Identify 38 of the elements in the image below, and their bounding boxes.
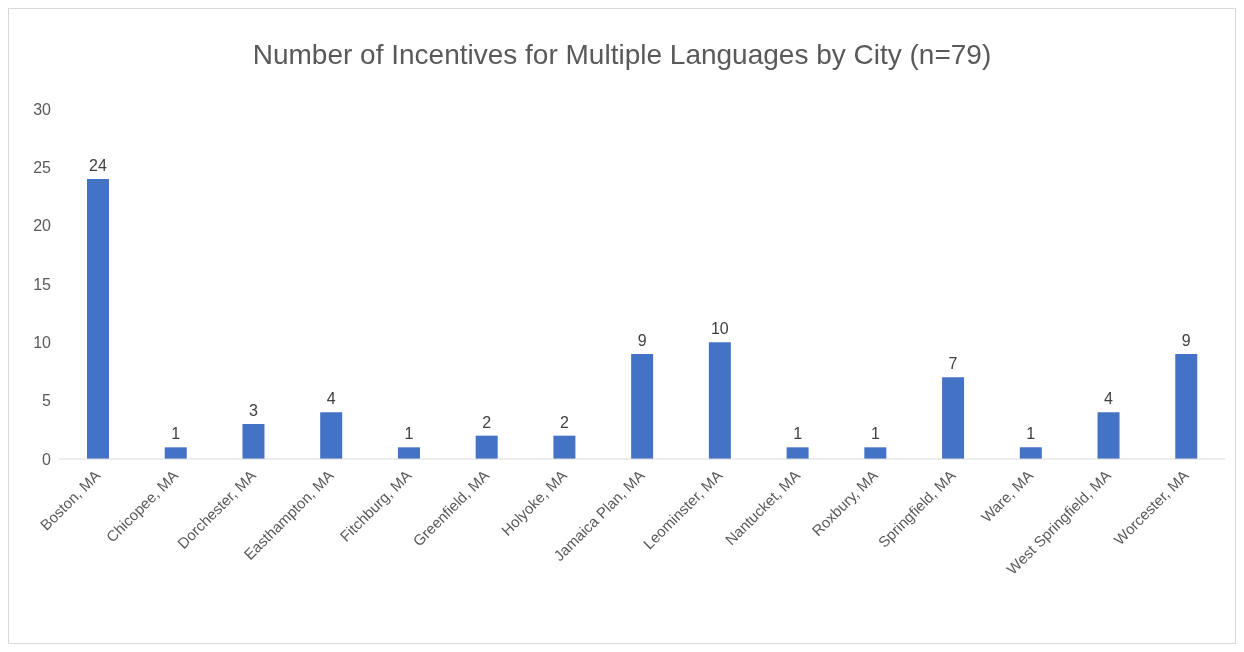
data-label: 3 — [249, 402, 259, 419]
data-label: 2 — [559, 413, 569, 431]
bar — [553, 435, 576, 459]
y-tick-label: 10 — [33, 334, 52, 352]
data-label: 4 — [326, 390, 336, 408]
bar — [475, 435, 498, 459]
bar — [397, 447, 420, 459]
data-label: 1 — [1026, 425, 1036, 443]
data-label: 1 — [404, 425, 414, 443]
bar — [708, 342, 731, 459]
y-tick-label: 30 — [33, 100, 52, 118]
bar — [1175, 354, 1198, 459]
bar — [164, 447, 187, 459]
y-tick-label: 15 — [33, 275, 52, 293]
data-label: 24 — [89, 157, 107, 174]
data-label: 9 — [637, 332, 647, 349]
data-label: 4 — [1104, 390, 1114, 408]
chart-title: Number of Incentives for Multiple Languages by City (n=79) — [251, 39, 993, 71]
bar — [786, 447, 809, 459]
data-label: 2 — [482, 413, 492, 431]
data-label: 10 — [710, 320, 729, 338]
data-label: 7 — [948, 355, 958, 373]
data-label: 1 — [793, 425, 803, 443]
bar — [242, 424, 265, 459]
data-label: 9 — [1181, 332, 1191, 349]
y-tick-label: 25 — [33, 159, 52, 177]
y-tick-label: 20 — [33, 217, 52, 235]
bar — [1019, 447, 1042, 459]
bar — [1097, 412, 1120, 459]
bar — [864, 447, 887, 459]
data-label: 1 — [171, 425, 181, 443]
data-label: 1 — [870, 425, 880, 443]
bar — [942, 377, 965, 459]
bar — [320, 412, 343, 459]
bar — [631, 354, 654, 459]
bar — [87, 179, 109, 459]
y-tick-label: 5 — [42, 392, 52, 410]
y-tick-label: 0 — [42, 450, 52, 468]
